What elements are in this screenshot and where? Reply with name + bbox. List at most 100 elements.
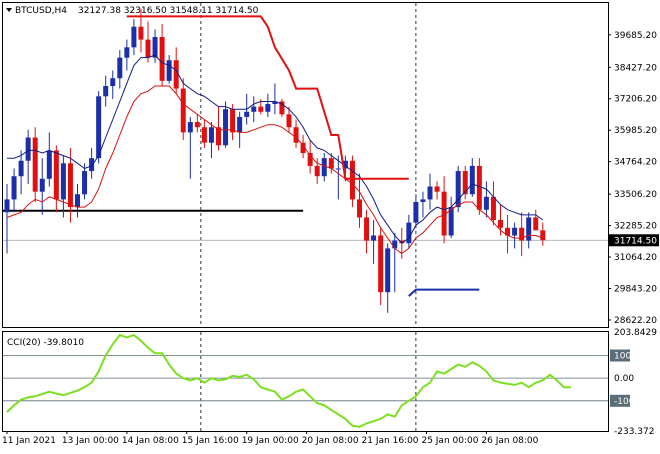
candle-body: [321, 158, 327, 177]
candle-body: [131, 26, 137, 48]
candle-body: [82, 171, 88, 195]
candle-body: [166, 60, 172, 81]
candle-body: [89, 158, 95, 172]
candle-body: [448, 207, 454, 236]
candle-body: [180, 88, 186, 133]
candle-body: [4, 199, 10, 213]
candle-69: [490, 181, 496, 226]
current-price-label: 31714.50: [614, 236, 657, 246]
candle-body: [187, 122, 193, 133]
time-tick-label: 15 Jan 16:00: [182, 436, 239, 446]
candle-46: [328, 153, 334, 174]
trailing-stop-line: [126, 15, 409, 180]
candle-body: [159, 37, 165, 81]
candle-body: [258, 106, 264, 112]
candle-18: [131, 18, 137, 56]
candle-body: [216, 127, 221, 146]
candle-body: [519, 227, 525, 241]
candle-38: [272, 83, 278, 115]
cci-line: [6, 333, 571, 428]
candle-body: [335, 168, 341, 170]
candle-body: [293, 127, 299, 143]
candle-7: [53, 145, 59, 213]
candle-68: [483, 181, 489, 218]
candle-body: [117, 57, 123, 79]
cci-axis-label: -100: [614, 397, 635, 407]
price-tick-label: 32285.20: [614, 222, 657, 232]
time-tick-label: 25 Jan 00:00: [421, 436, 478, 446]
chart-header: BTCUSD,H4 32127.38 32316.50 31548.11 317…: [6, 6, 259, 16]
candle-body: [11, 176, 17, 200]
candle-body: [307, 153, 313, 166]
candle-23: [166, 55, 172, 84]
candle-body: [476, 165, 482, 210]
candle-3: [25, 129, 31, 184]
candle-body: [230, 109, 236, 133]
candle-body: [434, 186, 440, 192]
candle-28: [201, 119, 207, 148]
candle-54: [385, 243, 391, 313]
price-tick-label: 33506.20: [614, 190, 657, 200]
candle-body: [145, 39, 151, 58]
candle-40: [286, 106, 292, 133]
candle-30: [216, 106, 221, 151]
candle-body: [201, 127, 207, 143]
candle-body: [420, 199, 426, 202]
time-tick-label: 20 Jan 08:00: [302, 436, 359, 446]
symbol-label: BTCUSD,H4: [15, 6, 67, 16]
candle-27: [194, 114, 200, 133]
candle-body: [208, 127, 214, 143]
candle-body: [498, 220, 503, 228]
ma-fast-line: [7, 54, 544, 244]
candle-body: [357, 199, 362, 218]
candle-body: [483, 196, 489, 210]
candle-57: [406, 214, 412, 249]
candle-60: [427, 173, 433, 210]
target-line: [408, 288, 480, 297]
candle-body: [364, 217, 370, 241]
candle-33: [237, 111, 243, 148]
candle-body: [237, 116, 243, 133]
candle-body: [342, 160, 348, 169]
time-tick-label: 19 Jan 00:00: [242, 436, 299, 446]
price-tick-label: 31064.20: [614, 253, 657, 263]
cci-axis-label: 0.00: [614, 374, 634, 384]
candle-15: [110, 70, 116, 99]
candle-body: [110, 78, 116, 86]
candle-65: [462, 165, 468, 200]
price-tick-label: 34764.20: [614, 158, 657, 168]
candle-1: [11, 168, 17, 213]
candle-59: [420, 191, 426, 218]
candle-5: [39, 158, 45, 215]
candle-55: [392, 232, 398, 293]
price-tick-label: 38427.20: [614, 63, 657, 73]
ma-slow-line: [6, 85, 543, 255]
candle-body: [173, 60, 179, 89]
candle-body: [251, 106, 257, 112]
time-tick-label: 11 Jan 2021: [2, 436, 56, 446]
candle-35: [251, 96, 257, 123]
candle-11: [82, 163, 88, 200]
candle-73: [519, 212, 525, 257]
current-price-box: [609, 234, 659, 247]
candle-39: [279, 98, 285, 117]
candle-31: [223, 101, 229, 148]
candle-body: [124, 47, 130, 58]
candle-body: [244, 111, 250, 117]
candle-17: [124, 39, 130, 71]
triangle-down-icon[interactable]: [6, 8, 12, 12]
candle-6: [46, 132, 52, 187]
candle-body: [194, 122, 200, 128]
candle-body: [314, 165, 320, 177]
main-pane-frame: [2, 2, 609, 328]
candle-body: [272, 101, 278, 105]
candle-body: [39, 178, 45, 192]
candle-body: [455, 171, 461, 208]
candle-20: [145, 21, 151, 63]
candle-body: [300, 142, 306, 154]
candle-body: [490, 196, 496, 221]
cci-axis-label: 203.8429: [614, 328, 657, 338]
price-tick-label: 28622.20: [614, 316, 657, 326]
